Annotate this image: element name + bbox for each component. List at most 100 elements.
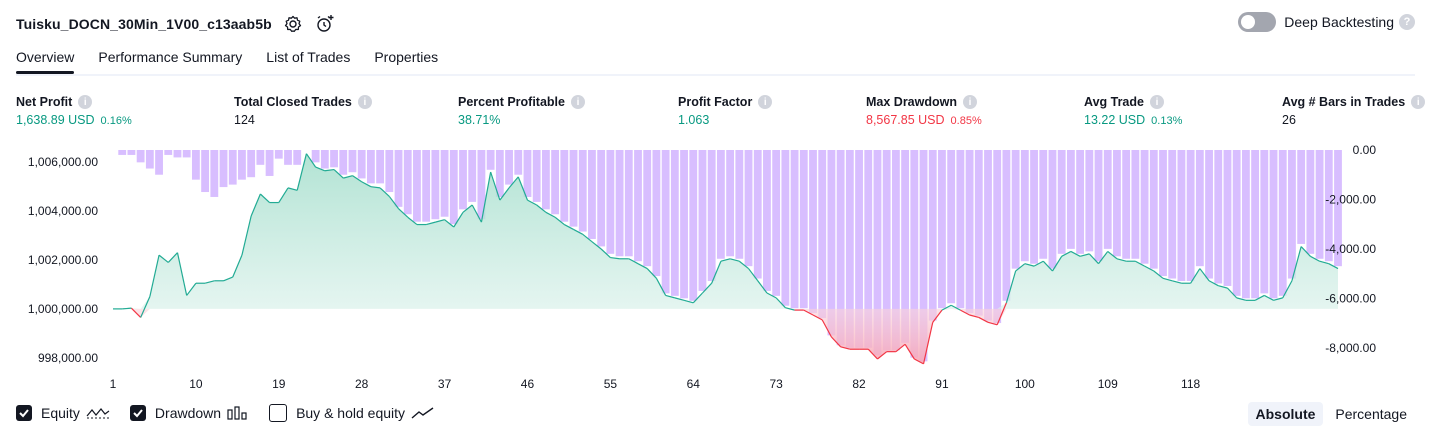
drawdown-bar [256, 150, 265, 165]
equity-line-segment [1310, 255, 1320, 262]
equity-line-segment [1300, 246, 1311, 257]
metric-max-drawdown: Max Drawdown i 8,567.85 USD 0.85% [866, 94, 982, 129]
drawdown-bar [1039, 150, 1048, 259]
drawdown-bar [1205, 150, 1213, 279]
info-icon[interactable]: i [1149, 95, 1164, 109]
drawdown-bars-icon [227, 406, 249, 420]
drawdown-bar [348, 150, 357, 173]
equity-line-segment [490, 171, 501, 201]
equity-line-segment [398, 208, 409, 218]
equity-line-segment [1190, 268, 1201, 284]
equity-line-segment [370, 186, 381, 189]
equity-drawdown-chart[interactable]: 1,006,000.00 1,004,000.00 1,002,000.00 1,00… [0, 140, 1431, 395]
drawdown-bar [1315, 150, 1324, 259]
drawdown-bar [882, 150, 891, 351]
equity-line-segment [1088, 253, 1099, 265]
x-axis-tick: 109 [1098, 377, 1118, 391]
help-icon[interactable]: ? [1399, 14, 1415, 30]
metric-label: Avg # Bars in Trades [1282, 95, 1406, 109]
checkbox-unchecked-icon[interactable] [269, 404, 288, 422]
checkbox-checked-icon[interactable] [129, 405, 146, 421]
drawdown-bar [624, 150, 633, 257]
equity-line-segment [1033, 260, 1044, 267]
drawdown-bar [1066, 150, 1075, 249]
equity-line-segment [711, 260, 722, 284]
tab-list-of-trades[interactable]: List of Trades [266, 49, 351, 65]
info-icon[interactable]: i [963, 95, 977, 109]
equity-line-segment [1098, 251, 1109, 265]
metric-label: Net Profit [16, 95, 73, 109]
metric-percent: 0.13% [1151, 115, 1183, 127]
drawdown-bar [1085, 150, 1094, 252]
drawdown-bar [320, 150, 329, 169]
equity-line-segment [1328, 263, 1339, 270]
scale-toggle: Absolute Percentage [1244, 402, 1416, 426]
info-icon[interactable]: i [570, 95, 585, 109]
equity-line-segment [1144, 265, 1155, 272]
tab-performance-summary[interactable]: Performance Summary [98, 49, 243, 65]
equity-line-segment [600, 248, 611, 258]
x-axis-tick: 64 [687, 377, 701, 391]
legend-equity[interactable]: Equity [16, 405, 110, 421]
drawdown-bar [1094, 150, 1103, 262]
drawdown-bar [956, 150, 965, 309]
info-icon[interactable]: i [758, 95, 773, 109]
left-axis-tick: 1,004,000.00 [28, 204, 98, 218]
legend-buy-hold[interactable]: Buy & hold equity [269, 404, 435, 422]
deep-backtesting-toggle[interactable] [1238, 12, 1277, 32]
equity-line-segment [1254, 294, 1265, 301]
legend-drawdown[interactable]: Drawdown [129, 405, 249, 421]
equity-line-segment [1135, 260, 1145, 267]
metric-value: 8,567.85 USD [866, 113, 945, 127]
equity-line-segment [748, 268, 759, 282]
add-alert-icon[interactable] [314, 13, 336, 35]
equity-line-segment [554, 216, 565, 226]
x-axis-tick: 100 [1015, 377, 1035, 391]
drawdown-bar [1306, 150, 1315, 254]
equity-line-segment [720, 258, 731, 262]
buy-hold-line-icon [411, 406, 435, 420]
equity-line-segment [1107, 250, 1118, 260]
metric-percent: 0.85% [950, 115, 982, 127]
checkbox-checked-icon[interactable] [16, 405, 32, 421]
chart-legend: Equity Drawdown Buy & hold equity [16, 404, 455, 422]
percentage-button[interactable]: Percentage [1335, 406, 1407, 422]
equity-line-segment [1273, 297, 1283, 301]
drawdown-bar [984, 150, 992, 321]
absolute-button[interactable]: Absolute [1247, 402, 1324, 426]
tab-properties[interactable]: Properties [374, 49, 439, 65]
x-axis-tick: 118 [1181, 377, 1200, 391]
equity-line-segment [287, 187, 298, 191]
equity-line-segment [987, 321, 998, 326]
equity-line-segment [978, 316, 989, 323]
drawdown-bar [228, 150, 237, 185]
tab-overview[interactable]: Overview [16, 44, 75, 74]
equity-line-segment [950, 304, 961, 311]
gear-icon[interactable] [282, 13, 304, 35]
drawdown-bar [118, 150, 127, 155]
drawdown-bar [873, 150, 882, 356]
equity-line-segment [785, 307, 795, 311]
metric-percent-profitable: Percent Profitable i 38.71% [458, 94, 585, 129]
drawdown-bar [385, 150, 394, 193]
drawdown-bar [1177, 150, 1186, 282]
info-icon[interactable]: i [78, 95, 93, 109]
info-icon[interactable]: i [1411, 95, 1426, 109]
drawdown-bar [413, 150, 421, 222]
equity-line-segment [1218, 285, 1228, 289]
equity-line-segment [1291, 246, 1302, 281]
drawdown-bar [1278, 150, 1287, 296]
drawdown-bar [781, 150, 790, 306]
drawdown-bar [1288, 150, 1296, 279]
equity-line-segment [637, 263, 648, 270]
x-axis-tick: 73 [769, 377, 783, 391]
drawdown-bar [836, 150, 845, 346]
x-axis-tick: 19 [272, 377, 286, 391]
drawdown-bar [523, 150, 532, 197]
equity-line-segment [223, 276, 233, 282]
drawdown-bar [366, 150, 375, 184]
drawdown-bar [1048, 150, 1057, 269]
equity-line-segment [766, 292, 777, 299]
info-icon[interactable]: i [357, 95, 372, 109]
metric-value: 13.22 USD [1084, 113, 1146, 127]
